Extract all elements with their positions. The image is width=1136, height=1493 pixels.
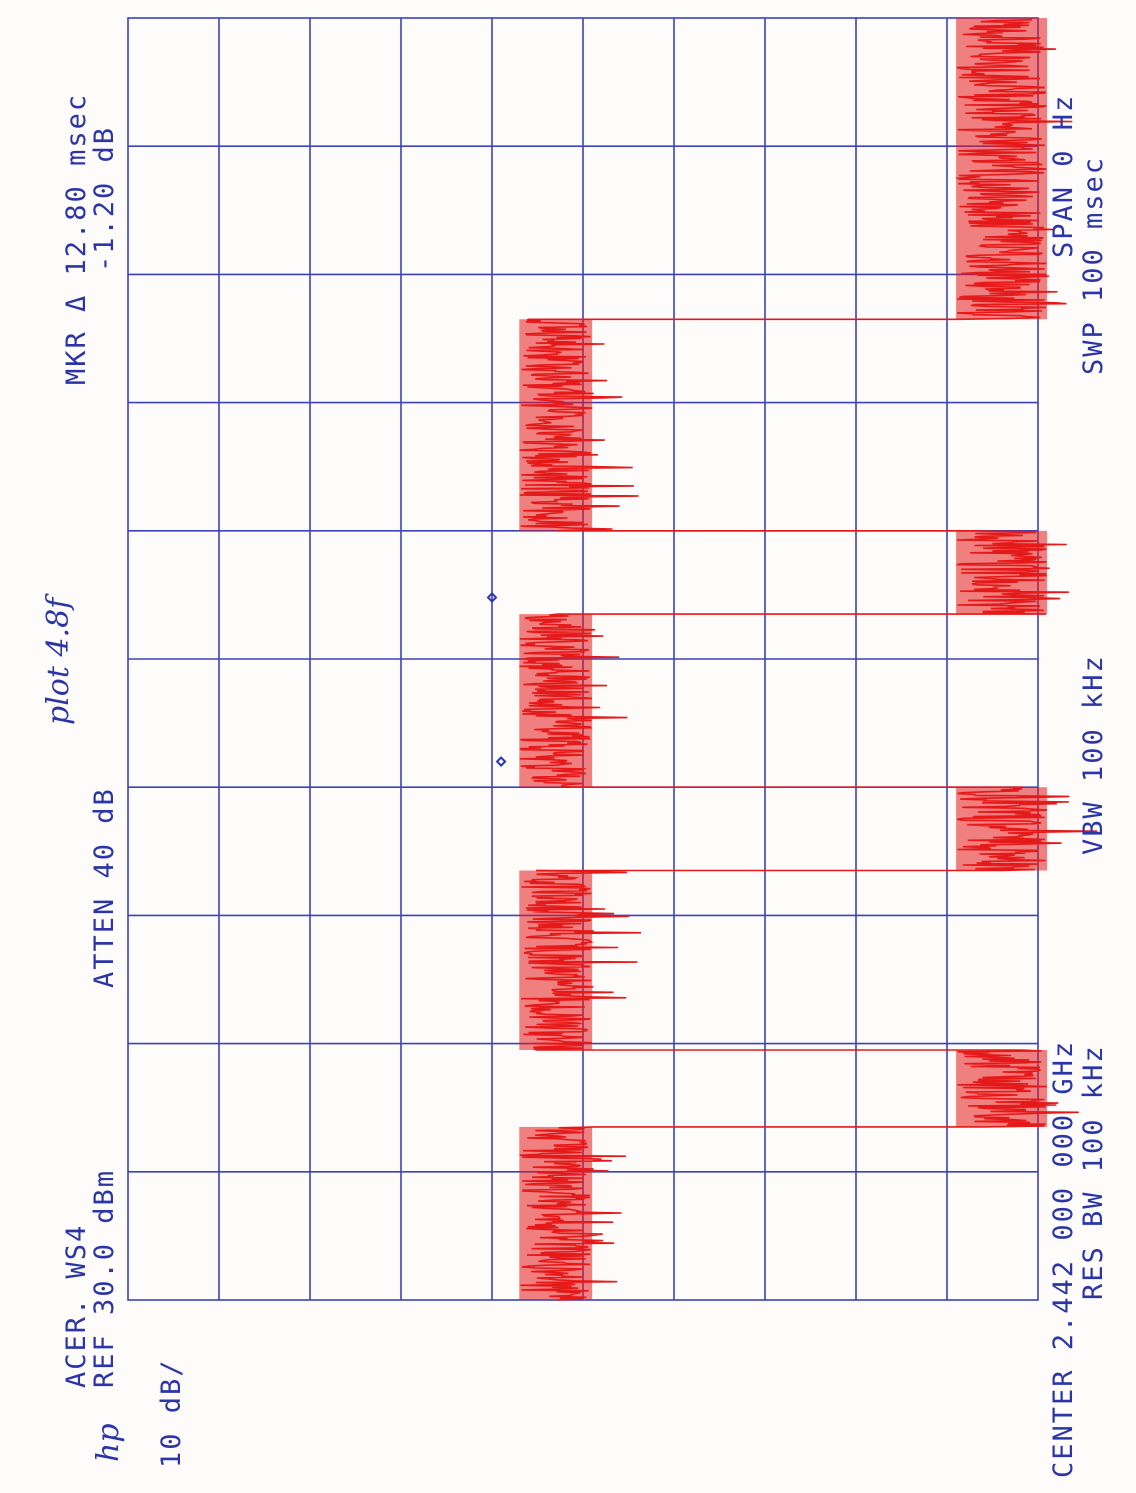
sweep-label: SWP 100 msec xyxy=(1078,156,1109,375)
trace xyxy=(519,17,1098,1301)
trace-segment-4 xyxy=(519,613,1024,788)
hp-logo: hp xyxy=(91,1423,126,1462)
vbw-label: VBW 100 kHz xyxy=(1078,654,1109,855)
center-frequency-label: CENTER 2.442 000 000 GHz xyxy=(1048,1040,1079,1478)
marker-delta-label: MKR Δ 12.80 msec xyxy=(61,93,92,385)
title-label: ACER. WS4 xyxy=(61,1224,92,1388)
trace-segment-0 xyxy=(519,1126,626,1301)
trace-segment-5 xyxy=(557,530,1069,615)
graticule xyxy=(127,17,1039,1301)
marker-0 xyxy=(495,756,507,767)
res-bw-label: RES BW 100 kHz xyxy=(1078,1044,1109,1300)
trace-segment-3 xyxy=(536,786,1098,872)
trace-segment-2 xyxy=(521,869,1022,1051)
span-label: SPAN 0 Hz xyxy=(1048,94,1079,258)
trace-segment-6 xyxy=(519,319,972,532)
marker-level-label: -1.20 dB xyxy=(89,126,120,272)
trace-segment-1 xyxy=(596,1049,1079,1128)
header-annotations: hp 10 dB/ ACER. WS4 REF 30.0 dBm ATTEN 4… xyxy=(61,93,187,1468)
footer-annotations: CENTER 2.442 000 000 GHz SPAN 0 Hz RES B… xyxy=(1048,94,1109,1478)
marker-1 xyxy=(486,592,498,603)
handwritten-note: plot 4.8f xyxy=(41,593,76,725)
scale-label: 10 dB/ xyxy=(156,1358,187,1468)
attenuation-label: ATTEN 40 dB xyxy=(89,787,120,988)
trace-segment-7 xyxy=(527,17,1073,321)
markers xyxy=(486,592,507,767)
ref-level-label: REF 30.0 dBm xyxy=(89,1169,120,1388)
